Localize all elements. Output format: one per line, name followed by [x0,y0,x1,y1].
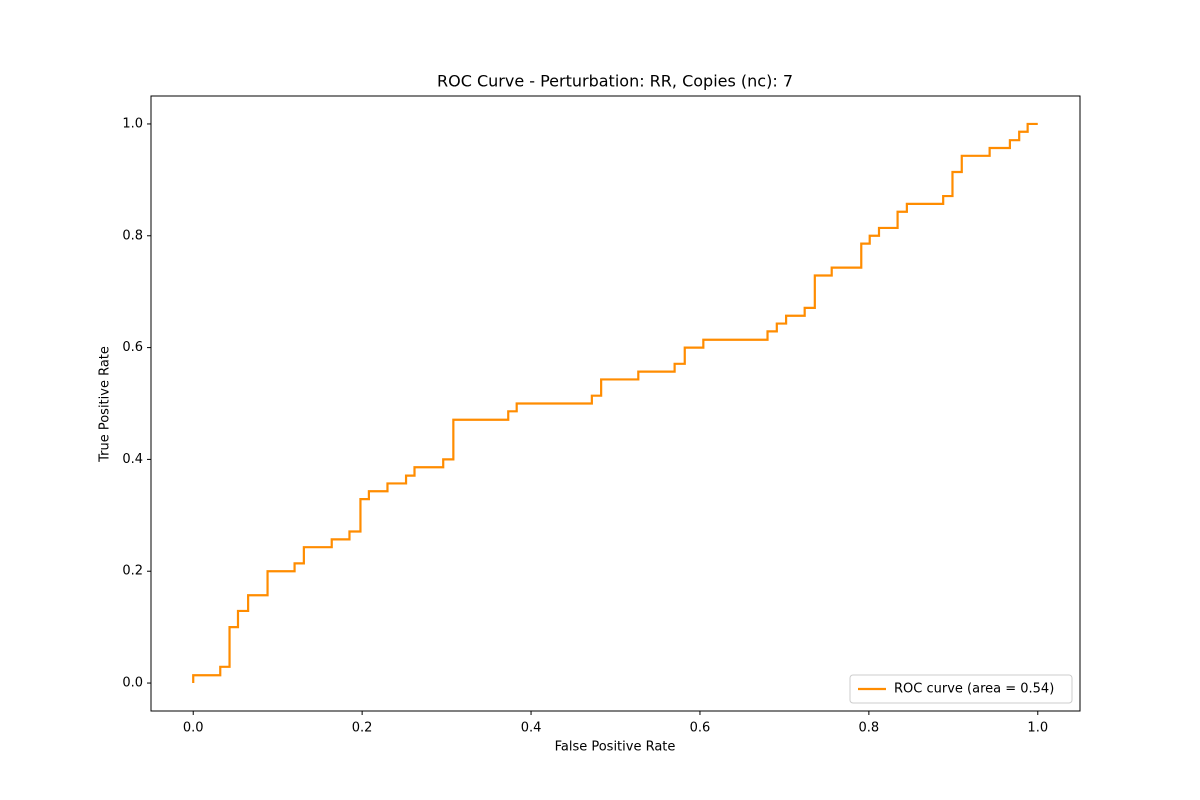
x-tick-label: 0.4 [521,721,542,736]
x-tick-label: 0.6 [690,721,711,736]
x-tick-label: 0.8 [859,721,880,736]
y-tick-label: 0.0 [122,676,143,691]
y-tick-label: 0.2 [122,564,143,579]
plot-frame [150,95,1081,712]
x-tick-label: 0.0 [183,721,204,736]
y-tick-label: 0.4 [122,452,143,467]
y-tick-label: 1.0 [122,116,143,131]
legend-box [849,674,1073,704]
roc-line [192,122,1038,684]
y-tick-label: 0.8 [122,228,143,243]
y-axis-label: True Positive Rate [98,346,113,463]
y-tick-label: 0.6 [122,340,143,355]
x-tick-label: 0.2 [352,721,373,736]
chart-title: ROC Curve - Perturbation: RR, Copies (nc… [437,72,793,91]
legend-label: ROC curve (area = 0.54) [894,682,1054,697]
x-axis-label: False Positive Rate [555,740,676,755]
x-tick-label: 1.0 [1027,721,1048,736]
